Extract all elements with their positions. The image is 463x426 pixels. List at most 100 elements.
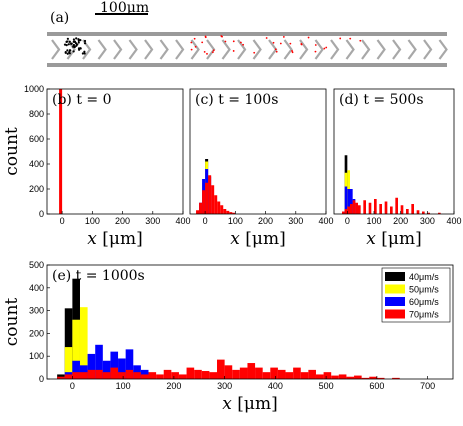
histogram-bar — [347, 206, 350, 214]
particle — [75, 37, 78, 40]
x-tick-label: 600 — [369, 381, 384, 391]
chevron — [330, 39, 340, 60]
chevron — [314, 39, 324, 60]
particle — [76, 43, 79, 46]
y-tick-label: 300 — [29, 306, 44, 316]
particle — [70, 42, 73, 45]
x-tick-label: 300 — [145, 216, 160, 226]
histogram-bar — [344, 186, 348, 214]
legend-swatch — [385, 309, 405, 319]
histogram-bar — [223, 209, 227, 214]
y-tick-label: 400 — [29, 283, 44, 293]
particle — [314, 50, 317, 53]
plot-frame — [333, 88, 455, 215]
x-tick-label: 0 — [203, 216, 208, 226]
histogram-bar — [395, 197, 398, 214]
plot-frame — [46, 88, 184, 215]
histogram-bar — [156, 374, 164, 379]
particle — [224, 40, 227, 43]
chevron-pattern — [51, 39, 448, 60]
chevron — [159, 39, 169, 60]
histogram-bar — [416, 210, 420, 214]
particle — [66, 52, 69, 55]
y-axis-label: count — [2, 298, 22, 347]
particle — [194, 45, 197, 48]
chevron — [221, 39, 231, 60]
histogram-bar — [59, 89, 63, 214]
x-tick-label: 100 — [85, 216, 100, 226]
y-tick-label: 0 — [39, 209, 44, 219]
particle — [72, 38, 76, 41]
histogram-bar — [148, 372, 157, 379]
y-tick-label: 800 — [29, 109, 44, 119]
histogram-bar — [285, 372, 294, 379]
histogram-bar — [79, 372, 88, 379]
particle — [203, 50, 206, 53]
particle — [66, 49, 69, 52]
chevron — [144, 39, 154, 60]
histogram-bar — [308, 369, 316, 379]
histogram-bar — [209, 372, 218, 379]
particle — [291, 50, 293, 52]
legend-entry: 60μm/s — [409, 297, 439, 307]
chevron — [392, 39, 402, 60]
histogram-bar — [376, 377, 385, 379]
histogram-bar — [350, 189, 353, 214]
histogram-bar — [344, 209, 348, 214]
x-tick-label: 300 — [288, 216, 303, 226]
histogram-bar — [217, 201, 221, 214]
panel-label: (d) t = 500s — [339, 92, 424, 108]
particle — [275, 50, 278, 53]
particle — [325, 46, 328, 49]
panel-label: (b) t = 0 — [52, 92, 112, 108]
histogram-bar — [247, 363, 256, 379]
y-tick-label: 600 — [29, 134, 44, 144]
particle — [72, 50, 75, 53]
particle — [83, 39, 87, 43]
histogram-bar — [125, 349, 134, 379]
x-tick-label: 200 — [115, 216, 130, 226]
histogram-bar — [229, 212, 233, 214]
histogram-bar — [390, 206, 393, 214]
panel-b-histogram: 0 100 200 300 400 0 200 400 600 800 1000 (b) t = 0 x… — [2, 84, 191, 249]
histogram-bar — [352, 200, 356, 214]
particle — [220, 35, 223, 37]
histogram-bar — [323, 372, 332, 379]
histogram-bar — [163, 369, 172, 379]
histogram-bar — [422, 211, 425, 214]
legend-swatch — [385, 272, 405, 281]
x-axis-label: x [μm] — [230, 229, 285, 249]
histogram-bar — [232, 369, 240, 379]
particle — [77, 48, 81, 51]
chevron — [190, 39, 200, 60]
chevron — [361, 39, 371, 60]
histogram-bar — [64, 347, 73, 379]
chevron — [97, 39, 107, 60]
chevron — [175, 39, 185, 60]
chevron — [438, 39, 448, 60]
histogram-bar — [110, 351, 119, 379]
x-tick-label: 0 — [345, 216, 350, 226]
particle — [289, 42, 292, 45]
particle — [300, 43, 303, 46]
histogram-bar — [95, 344, 103, 379]
histogram-bar — [64, 374, 73, 379]
panel-c-histogram: 0 100 200 300 400 (c) t = 100s x [μm] — [189, 88, 334, 249]
particle — [65, 40, 69, 43]
histogram-bar — [361, 377, 370, 379]
histogram-bar — [214, 195, 218, 214]
histogram-bar — [79, 307, 88, 379]
particle-cloud — [63, 35, 362, 55]
particle — [190, 41, 193, 44]
histogram-bar — [379, 204, 382, 214]
x-tick-label: 200 — [393, 216, 408, 226]
histogram-bar — [171, 372, 179, 379]
chevron — [51, 39, 61, 60]
particle — [190, 48, 193, 51]
y-tick-label: 400 — [29, 159, 44, 169]
y-tick-label: 200 — [29, 184, 44, 194]
panel-label: (c) t = 100s — [195, 92, 278, 108]
histogram-bar — [140, 374, 149, 379]
histogram-bar — [363, 200, 366, 214]
histogram-bar — [118, 358, 126, 379]
